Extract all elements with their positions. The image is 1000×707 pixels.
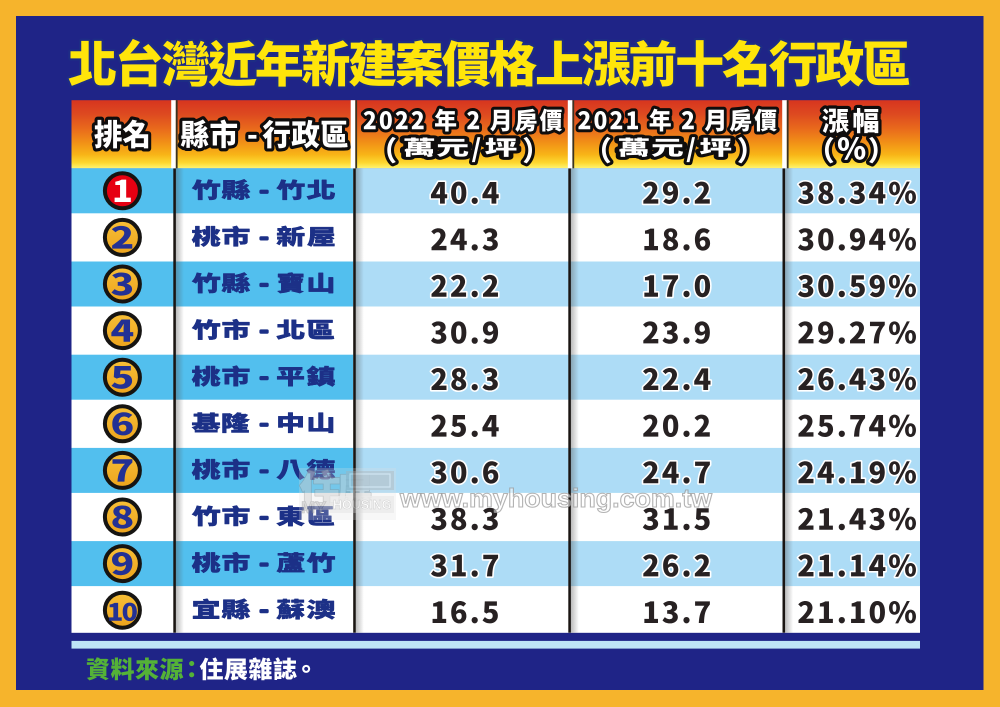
svg-text:www.myhousing.com.tw: www.myhousing.com.tw (399, 483, 713, 513)
svg-text:MY: MY (301, 498, 327, 517)
svg-text:HOUSING: HOUSING (333, 498, 391, 512)
